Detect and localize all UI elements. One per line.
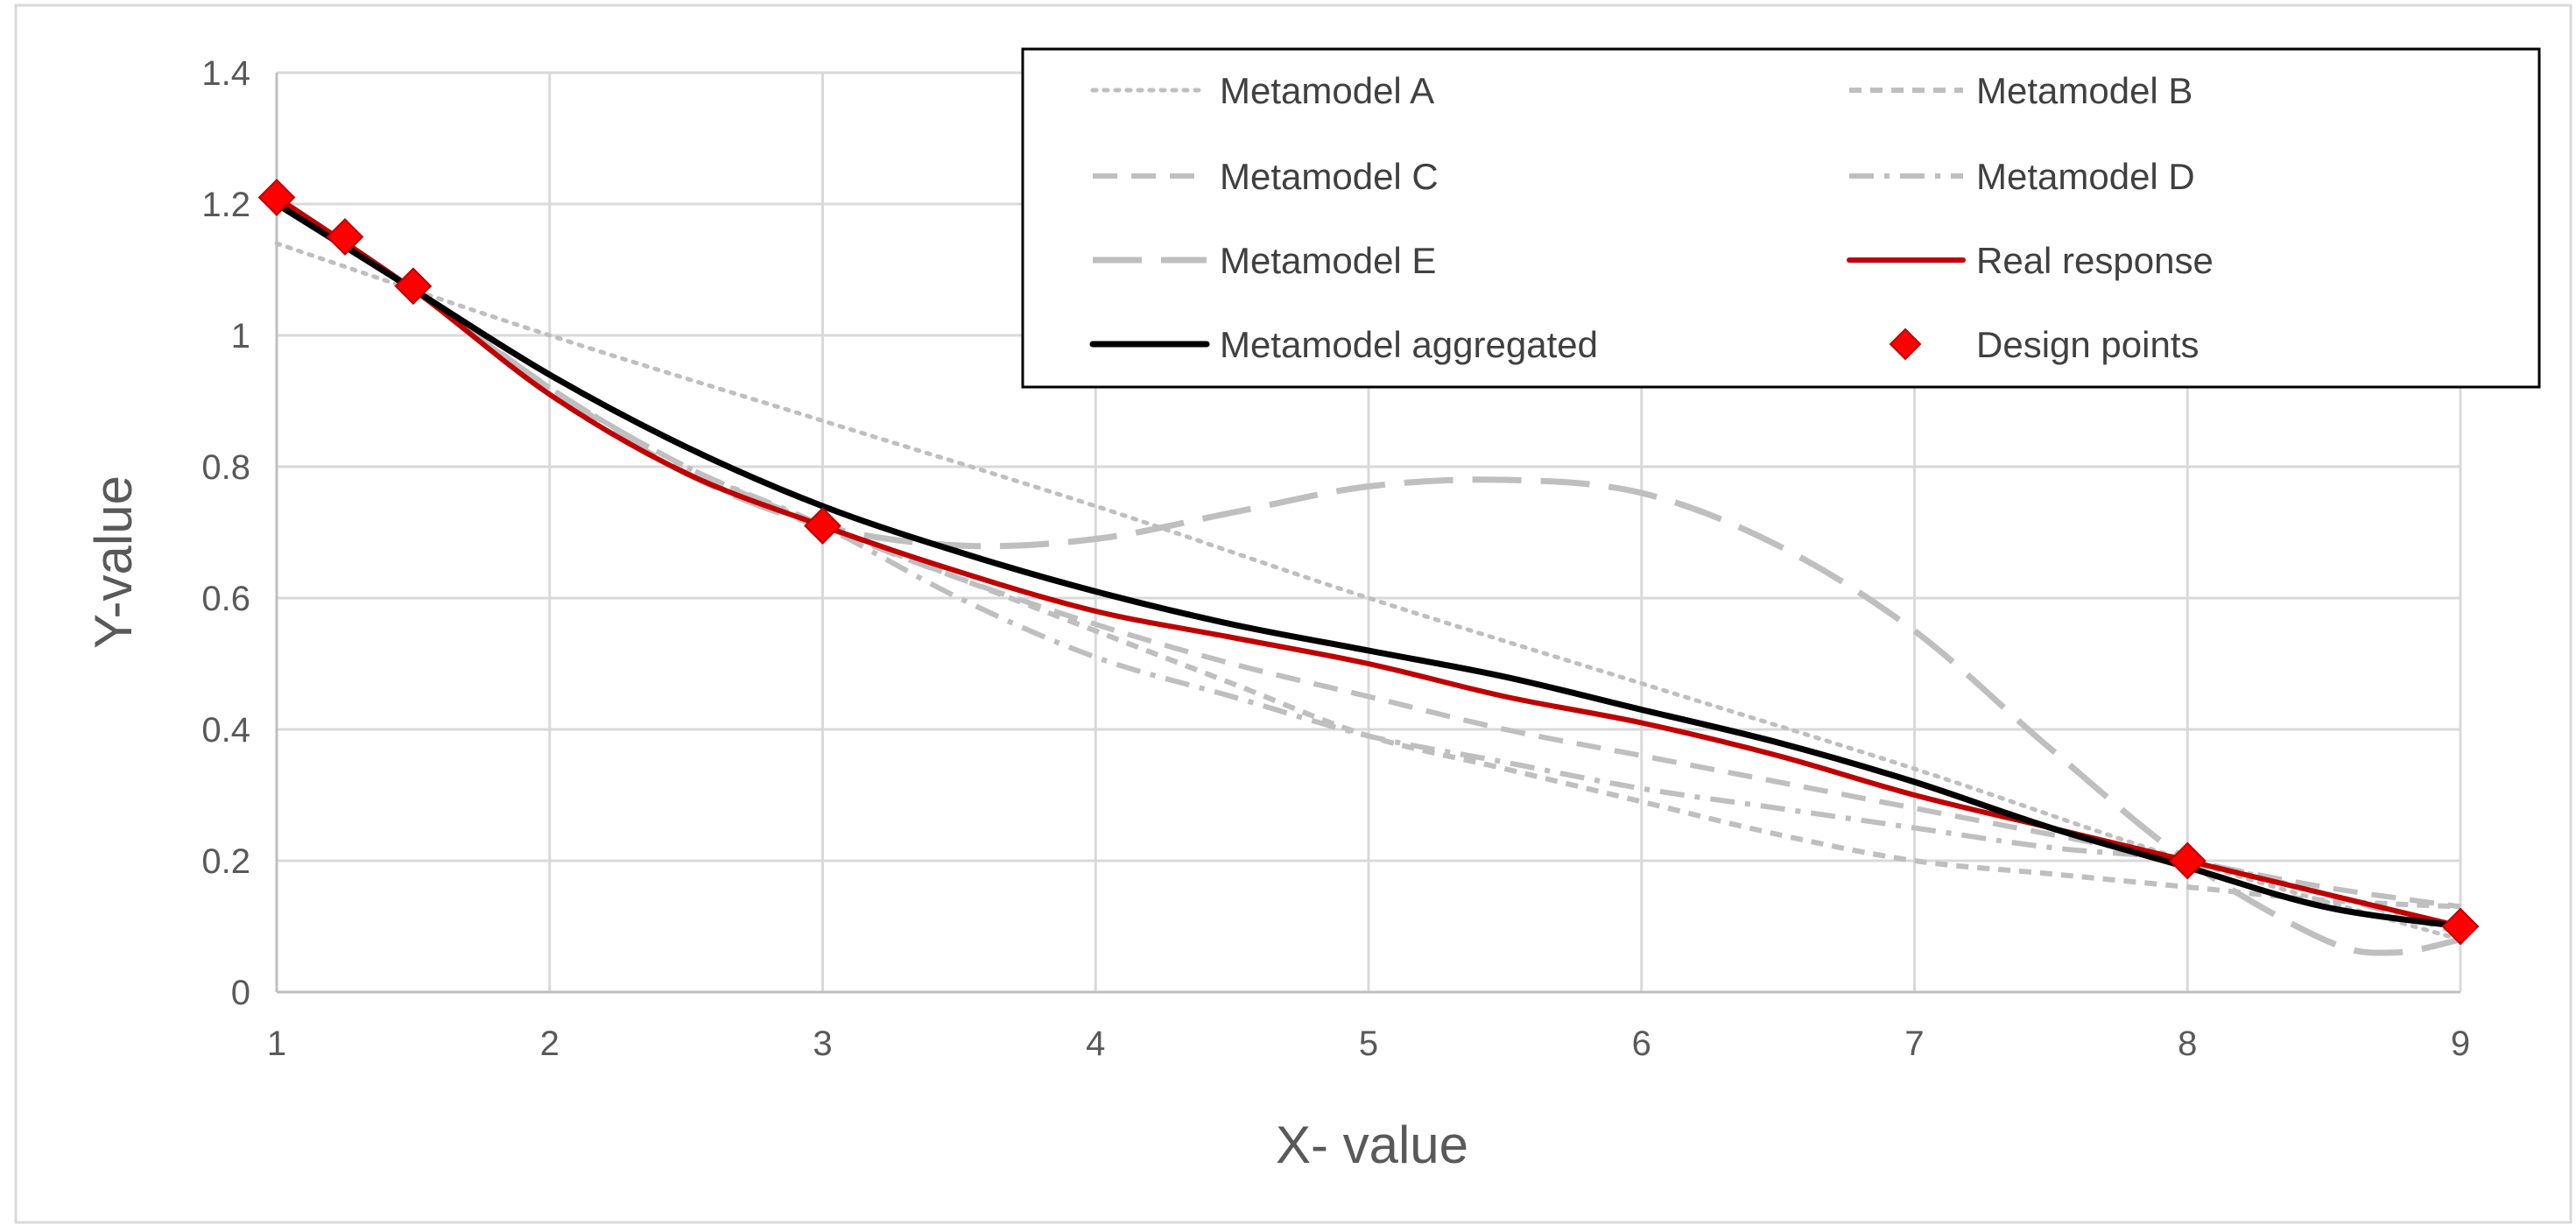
x-tick-label: 6 xyxy=(1632,1024,1651,1063)
tick-labels: 0 0.2 0.4 0.6 0.8 1 1.2 1.4 1 2 3 4 5 6 7 8 9 xyxy=(201,54,2470,1063)
series-line-metamodel-aggregated xyxy=(273,201,2464,930)
x-tick-label: 3 xyxy=(813,1024,832,1063)
y-tick-label: 1.2 xyxy=(201,186,250,224)
y-tick-label: 1 xyxy=(231,317,250,356)
series-line-metamodel-d xyxy=(275,195,2461,936)
y-axis-title: Y-value xyxy=(84,475,143,649)
design-point-marker xyxy=(394,267,433,306)
axes xyxy=(275,73,2460,994)
legend-box xyxy=(1021,47,2541,389)
x-tick-label: 1 xyxy=(267,1024,286,1063)
design-point-markers xyxy=(257,179,2480,946)
x-tick-label: 8 xyxy=(2178,1024,2197,1063)
x-axis-title: X- value xyxy=(1276,1116,1468,1174)
legend-label-real-response: Real response xyxy=(1976,240,2214,281)
x-tick-label: 4 xyxy=(1086,1024,1105,1063)
legend-label-design-points: Design points xyxy=(1976,324,2199,365)
y-tick-label: 1.4 xyxy=(201,54,250,93)
x-tick-label: 9 xyxy=(2451,1024,2470,1063)
design-point-marker xyxy=(2168,841,2206,880)
legend-label-metamodel-aggregated: Metamodel aggregated xyxy=(1220,324,1598,365)
series-line-metamodel-b xyxy=(275,195,2461,910)
y-tick-label: 0.4 xyxy=(201,711,250,750)
legend: Metamodel A Metamodel B Metamodel C Metamod… xyxy=(1021,47,2541,389)
x-tick-label: 7 xyxy=(1904,1024,1924,1063)
y-tick-label: 0 xyxy=(231,974,250,1012)
y-tick-label: 0.2 xyxy=(201,842,250,881)
series-line-metamodel-a xyxy=(274,241,2463,942)
legend-label-metamodel-a: Metamodel A xyxy=(1220,70,1434,111)
series-lines xyxy=(273,194,2464,956)
x-tick-label: 5 xyxy=(1359,1024,1378,1063)
legend-label-metamodel-c: Metamodel C xyxy=(1220,156,1439,197)
legend-label-metamodel-e: Metamodel E xyxy=(1220,240,1436,281)
design-point-marker xyxy=(2441,907,2480,946)
legend-swatch-design-points xyxy=(1889,327,1922,361)
legend-label-metamodel-b: Metamodel B xyxy=(1976,70,2192,111)
x-tick-label: 2 xyxy=(540,1024,560,1063)
design-point-marker xyxy=(804,507,841,545)
design-point-marker xyxy=(257,179,296,216)
legend-label-metamodel-d: Metamodel D xyxy=(1976,156,2195,197)
y-tick-label: 0.8 xyxy=(201,448,250,487)
design-point-marker xyxy=(326,218,364,256)
y-tick-label: 0.6 xyxy=(201,580,250,618)
